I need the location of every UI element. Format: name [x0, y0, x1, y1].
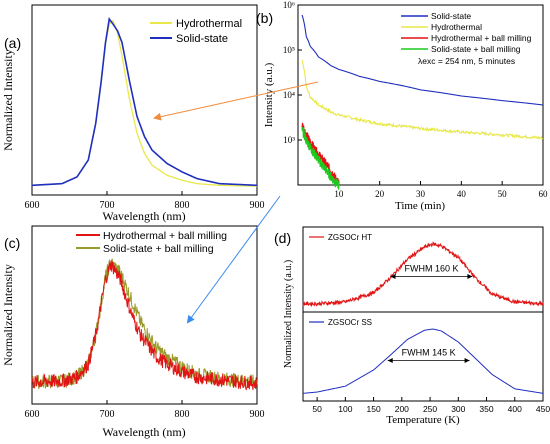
- series-line: [31, 260, 258, 391]
- series-line: [302, 328, 544, 394]
- panel-d-frame: [302, 226, 544, 402]
- x-tick-label: 800: [175, 409, 190, 420]
- x-tick-label: 900: [250, 409, 265, 420]
- panel-c-x-ticks: 600 700 800 900: [25, 400, 265, 420]
- y-tick-label: 10⁴: [283, 90, 295, 100]
- x-tick-label: 800: [175, 200, 190, 211]
- y-tick-label: 10⁶: [283, 0, 295, 10]
- panel-a-lines: [31, 16, 258, 187]
- legend-label: Hydrothermal + ball milling: [103, 230, 227, 242]
- x-tick-label: 20: [375, 189, 385, 199]
- arrow-b-to-c: [186, 195, 281, 324]
- x-tick-label: 200: [395, 404, 409, 414]
- x-tick-label: 100: [338, 404, 352, 414]
- panel-c-xlabel: Wavelength (nm): [102, 425, 185, 439]
- panel-b-x-ticks: 10 20 30 40 50 60: [334, 181, 548, 199]
- legend-label: ZGSOCr SS: [328, 318, 372, 327]
- panel-b-lines: [301, 14, 544, 190]
- legend-label: Solid-state: [176, 33, 228, 45]
- panel-b-frame: [297, 4, 544, 186]
- fwhm-label: FWHM 160 K: [404, 264, 458, 274]
- panel-a-frame: [31, 4, 258, 196]
- panel-b-ylabel: Intensity (a.u.): [263, 62, 275, 127]
- series-line: [31, 16, 258, 187]
- panel-d-label: (d): [274, 230, 291, 246]
- x-tick-label: 900: [250, 200, 265, 211]
- panel-b-label: (b): [256, 10, 273, 26]
- x-tick-label: 10: [334, 189, 344, 199]
- panel-c-frame: [31, 225, 258, 405]
- panel-d-xlabel: Temperature (K): [386, 414, 460, 426]
- series-line: [302, 241, 544, 308]
- x-tick-label: 40: [457, 189, 467, 199]
- panel-a-ylabel: Normalized Intensity: [1, 49, 15, 151]
- legend-label: Hydrothermal: [431, 22, 482, 32]
- panel-a-legend: Hydrothermal Solid-state: [150, 18, 242, 45]
- series-line: [301, 59, 544, 141]
- legend-label: Hydrothermal: [176, 18, 242, 30]
- panel-b: (b) 10 20 30 40 50 60 10³ 10⁴ 10⁵ 10⁶ Time (min)…: [256, 0, 548, 212]
- panel-a: (a) 600 700 800 900 Wavelength (nm) Normali…: [1, 4, 265, 223]
- fwhm-arrowhead: [464, 358, 470, 363]
- panel-a-xlabel: Wavelength (nm): [102, 209, 185, 223]
- x-tick-label: 400: [508, 404, 522, 414]
- x-tick-label: 450: [536, 404, 550, 414]
- x-tick-label: 50: [498, 189, 508, 199]
- x-tick-label: 30: [416, 189, 426, 199]
- series-line: [301, 122, 340, 185]
- x-tick-label: 150: [366, 404, 380, 414]
- legend-label: Solid-state + ball milling: [431, 44, 521, 54]
- x-tick-label: 50: [312, 404, 322, 414]
- series-line: [31, 258, 258, 389]
- x-tick-label: 600: [25, 409, 40, 420]
- panel-b-y-ticks: 10³ 10⁴ 10⁵ 10⁶: [283, 0, 302, 145]
- panel-c-label: (c): [4, 235, 20, 251]
- panel-d-legend: ZGSOCr HT FWHM 160 K ZGSOCr SS FWHM 145 K: [309, 233, 473, 363]
- panel-b-xlabel: Time (min): [395, 200, 445, 212]
- x-tick-label: 60: [539, 189, 549, 199]
- legend-label: Solid-state: [431, 11, 471, 21]
- panel-b-annotation: λexc = 254 nm, 5 minutes: [418, 56, 515, 66]
- panel-c-ylabel: Normalized Intensity: [1, 264, 15, 366]
- panel-c-lines: [31, 258, 258, 391]
- x-tick-label: 700: [100, 200, 115, 211]
- y-tick-label: 10⁵: [283, 45, 295, 55]
- fwhm-arrowhead: [387, 358, 393, 363]
- legend-label: ZGSOCr HT: [328, 233, 372, 242]
- series-line: [301, 14, 543, 106]
- legend-label: Hydrothermal + ball milling: [431, 33, 532, 43]
- panel-a-x-ticks: 600 700 800 900: [25, 191, 265, 211]
- fwhm-label: FWHM 145 K: [402, 348, 456, 358]
- x-tick-label: 250: [423, 404, 437, 414]
- series-line: [301, 127, 340, 190]
- x-tick-label: 600: [25, 200, 40, 211]
- legend-label: Solid-state + ball milling: [103, 243, 214, 255]
- panel-d-x-ticks: 50 100 150 200 250 300 350 400 450: [312, 397, 550, 414]
- arrow-b-to-a: [153, 81, 319, 121]
- panel-a-label: (a): [4, 35, 21, 51]
- fwhm-arrowhead: [390, 274, 396, 279]
- x-tick-label: 300: [451, 404, 465, 414]
- panel-d: (d) 50 100 150 200 250 300 350 400 450 Temperatu…: [274, 226, 550, 426]
- fwhm-arrowhead: [467, 274, 473, 279]
- panel-d-ylabel: Normalized Intensity (a.u.): [283, 260, 294, 368]
- x-tick-label: 350: [479, 404, 493, 414]
- x-tick-label: 700: [100, 409, 115, 420]
- y-tick-label: 10³: [283, 135, 295, 145]
- panel-d-lines: [302, 241, 544, 394]
- panel-c: (c) 600 700 800 900 Wavelength (nm) Normali…: [1, 225, 265, 439]
